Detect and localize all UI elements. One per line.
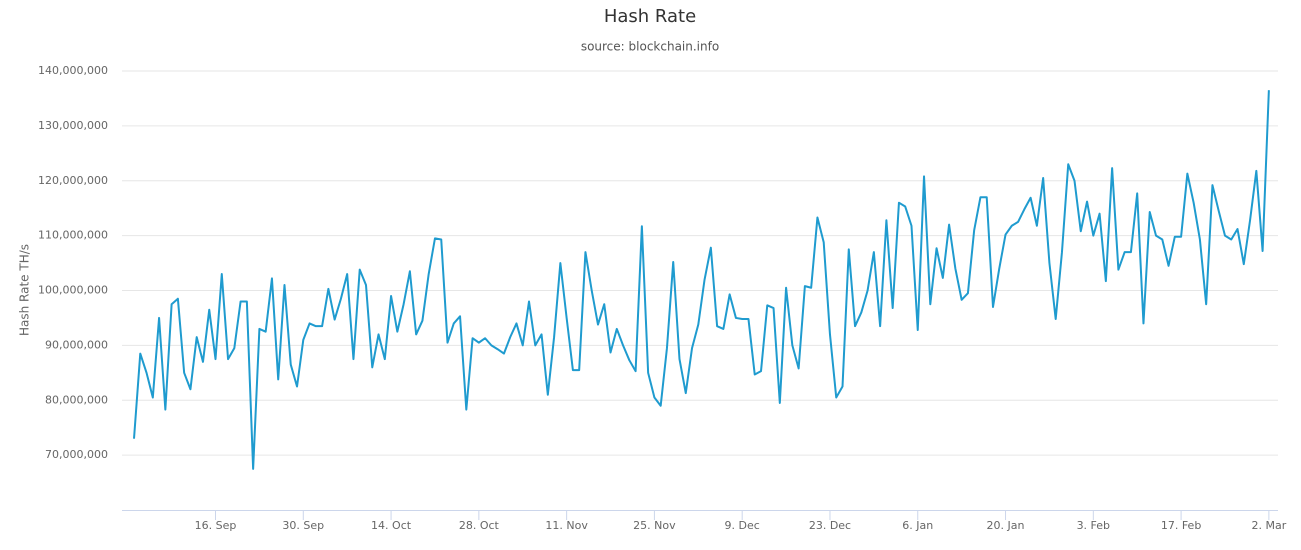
y-tick-label: 100,000,000 bbox=[38, 284, 108, 297]
y-tick-label: 110,000,000 bbox=[38, 229, 108, 242]
x-tick-label: 11. Nov bbox=[545, 519, 588, 532]
data-line bbox=[133, 90, 1270, 470]
x-tick-label: 3. Feb bbox=[1077, 519, 1110, 532]
y-tick-label: 70,000,000 bbox=[45, 448, 108, 461]
x-tick-label: 25. Nov bbox=[633, 519, 676, 532]
y-tick-label: 140,000,000 bbox=[38, 64, 108, 77]
x-tick-label: 28. Oct bbox=[459, 519, 500, 532]
chart-title: Hash Rate bbox=[604, 6, 696, 27]
x-tick-label: 6. Jan bbox=[902, 519, 933, 532]
y-tick-label: 120,000,000 bbox=[38, 174, 108, 187]
chart-subtitle: source: blockchain.info bbox=[581, 40, 719, 54]
x-tick-label: 14. Oct bbox=[371, 519, 412, 532]
y-axis-title: Hash Rate TH/s bbox=[18, 244, 32, 336]
y-tick-label: 80,000,000 bbox=[45, 393, 108, 406]
y-tick-label: 130,000,000 bbox=[38, 119, 108, 132]
x-tick-label: 2. Mar bbox=[1251, 519, 1286, 532]
x-tick-label: 16. Sep bbox=[195, 519, 237, 532]
x-tick-label: 23. Dec bbox=[809, 519, 851, 532]
x-tick-label: 20. Jan bbox=[987, 519, 1025, 532]
x-tick-label: 17. Feb bbox=[1161, 519, 1201, 532]
x-tick-label: 9. Dec bbox=[725, 519, 760, 532]
x-tick-label: 30. Sep bbox=[282, 519, 324, 532]
y-tick-label: 90,000,000 bbox=[45, 338, 108, 351]
